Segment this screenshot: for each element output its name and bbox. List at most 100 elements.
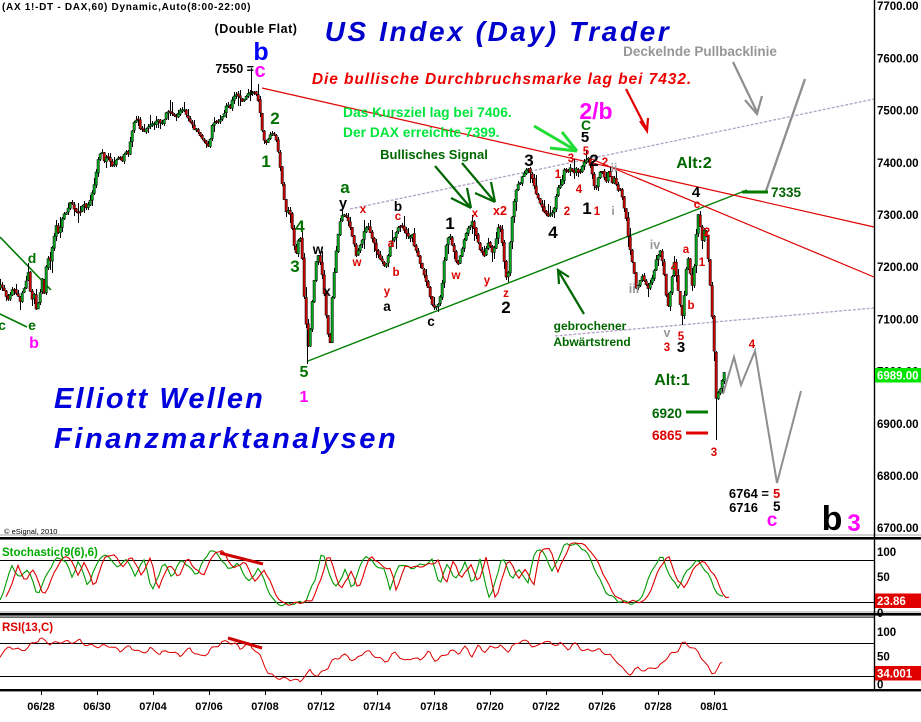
svg-text:5: 5 (773, 486, 780, 501)
svg-text:2: 2 (589, 151, 598, 170)
svg-text:c: c (254, 60, 265, 82)
svg-text:1: 1 (699, 257, 706, 269)
svg-text:C: C (581, 117, 591, 133)
svg-text:ii: ii (611, 161, 618, 175)
svg-text:4: 4 (671, 262, 678, 274)
svg-text:23.86: 23.86 (877, 596, 906, 608)
svg-text:x2: x2 (493, 204, 507, 218)
svg-text:5: 5 (300, 364, 309, 381)
svg-text:07/26: 07/26 (588, 701, 616, 713)
svg-text:a: a (683, 244, 690, 256)
svg-text:b: b (392, 267, 399, 279)
svg-text:07/28: 07/28 (644, 701, 672, 713)
svg-text:a: a (340, 178, 350, 197)
svg-text:6700.00: 6700.00 (877, 523, 919, 535)
svg-text:7400.00: 7400.00 (877, 158, 919, 170)
svg-text:b: b (687, 300, 694, 312)
svg-text:5: 5 (678, 331, 685, 343)
svg-text:6920: 6920 (652, 406, 682, 421)
svg-text:7550 =: 7550 = (215, 62, 254, 76)
svg-text:3: 3 (290, 257, 299, 276)
svg-text:4: 4 (548, 223, 558, 242)
svg-text:d: d (28, 250, 37, 266)
svg-text:c: c (427, 314, 435, 329)
svg-text:Elliott Wellen: Elliott Wellen (54, 383, 265, 415)
svg-text:© eSignal, 2010: © eSignal, 2010 (4, 527, 57, 536)
svg-text:x: x (323, 284, 331, 299)
svg-text:6800.00: 6800.00 (877, 471, 919, 483)
svg-text:2: 2 (602, 157, 608, 169)
svg-text:5: 5 (581, 129, 589, 146)
svg-text:3: 3 (524, 151, 533, 170)
svg-text:6716: 6716 (729, 500, 758, 515)
svg-text:c: c (694, 199, 701, 211)
svg-text:b: b (253, 38, 268, 66)
svg-text:x: x (472, 208, 479, 220)
svg-text:b: b (29, 335, 39, 352)
svg-text:1: 1 (445, 214, 454, 233)
svg-text:07/20: 07/20 (476, 701, 504, 713)
svg-text:07/14: 07/14 (363, 701, 391, 713)
svg-text:i: i (611, 204, 614, 218)
svg-text:b: b (394, 199, 402, 214)
svg-text:07/22: 07/22 (532, 701, 560, 713)
svg-text:z: z (503, 288, 509, 300)
svg-text:2: 2 (270, 109, 279, 128)
svg-text:1: 1 (261, 152, 270, 171)
svg-text:4: 4 (749, 339, 756, 351)
svg-text:v: v (664, 326, 671, 340)
svg-text:a: a (388, 238, 395, 250)
svg-text:Alt:2: Alt:2 (676, 155, 712, 172)
svg-text:2: 2 (704, 227, 710, 239)
svg-text:3: 3 (677, 339, 685, 356)
svg-text:y: y (339, 196, 347, 212)
svg-text:7200.00: 7200.00 (877, 262, 919, 274)
svg-text:7300.00: 7300.00 (877, 210, 919, 222)
svg-text:iii: iii (629, 282, 639, 296)
svg-text:w: w (451, 270, 461, 282)
svg-text:08/01: 08/01 (700, 701, 728, 713)
svg-text:iv: iv (650, 238, 660, 252)
svg-text:Abwärtstrend: Abwärtstrend (553, 335, 630, 349)
svg-text:w: w (352, 257, 362, 269)
svg-text:1: 1 (300, 389, 309, 406)
svg-text:7600.00: 7600.00 (877, 53, 919, 65)
svg-text:Der DAX erreichte 7399.: Der DAX erreichte 7399. (343, 125, 499, 140)
svg-text:0: 0 (877, 680, 883, 692)
svg-text:2: 2 (564, 206, 570, 218)
svg-text:07/04: 07/04 (139, 701, 167, 713)
svg-text:Stochastic(9(6),6): Stochastic(9(6),6) (2, 547, 98, 559)
svg-text:4: 4 (692, 184, 701, 201)
svg-text:07/12: 07/12 (307, 701, 335, 713)
svg-text:7700.00: 7700.00 (877, 1, 919, 13)
svg-text:c: c (395, 211, 402, 223)
svg-text:b: b (822, 500, 843, 538)
svg-text:(AX 1!-DT - DAX,60) Dynamic,Au: (AX 1!-DT - DAX,60) Dynamic,Auto(8:00-22… (2, 2, 251, 13)
svg-text:e: e (28, 317, 36, 333)
svg-text:c: c (767, 510, 778, 531)
svg-text:Bullisches Signal: Bullisches Signal (380, 147, 488, 162)
svg-text:7335: 7335 (771, 185, 802, 200)
svg-text:2: 2 (501, 298, 510, 317)
svg-text:7100.00: 7100.00 (877, 314, 919, 326)
svg-text:w: w (312, 242, 324, 257)
svg-text:100: 100 (877, 547, 896, 559)
svg-text:06/28: 06/28 (27, 701, 55, 713)
svg-text:6900.00: 6900.00 (877, 419, 919, 431)
svg-text:Das Kursziel lag bei 7406.: Das Kursziel lag bei 7406. (343, 105, 512, 120)
svg-text:4: 4 (295, 217, 305, 236)
svg-text:5: 5 (583, 146, 590, 158)
svg-text:7500.00: 7500.00 (877, 106, 919, 118)
svg-text:1: 1 (594, 206, 601, 218)
svg-text:3: 3 (847, 510, 860, 537)
svg-text:34.001: 34.001 (877, 669, 913, 681)
svg-text:Deckelnde Pullbacklinie: Deckelnde Pullbacklinie (623, 44, 777, 59)
svg-text:3: 3 (711, 447, 717, 459)
svg-text:Finanzmarktanalysen: Finanzmarktanalysen (54, 423, 398, 455)
svg-text:3: 3 (664, 342, 670, 354)
svg-text:100: 100 (877, 627, 896, 639)
svg-text:y: y (384, 286, 391, 298)
svg-text:1: 1 (555, 169, 562, 181)
svg-text:US Index (Day) Trader: US Index (Day) Trader (325, 16, 672, 47)
svg-text:6865: 6865 (652, 428, 683, 443)
